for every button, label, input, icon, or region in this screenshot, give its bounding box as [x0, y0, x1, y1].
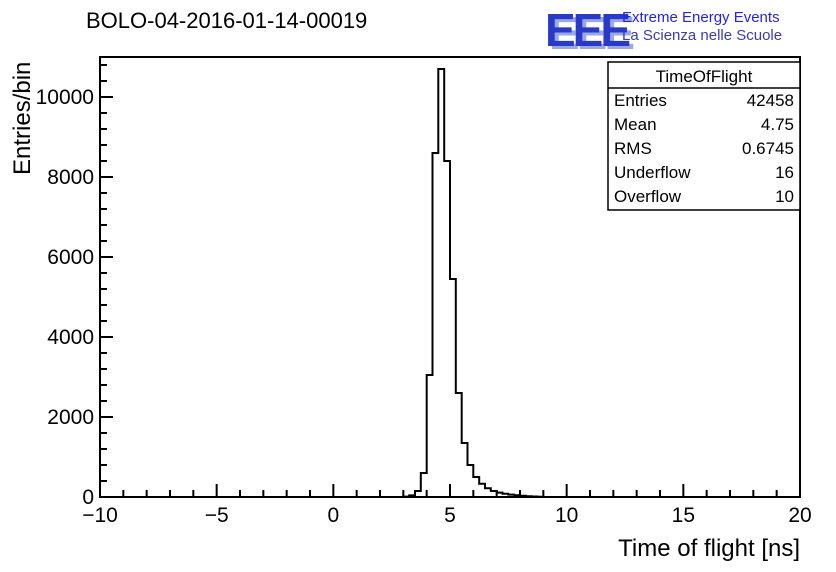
histogram-line	[402, 68, 545, 498]
x-tick-label: −5	[205, 504, 229, 527]
eee-logo-line2: La Scienza nelle Scuole	[622, 27, 782, 44]
y-tick-label: 8000	[47, 166, 94, 189]
stats-box: TimeOfFlight Entries 42458 Mean 4.75 RMS…	[607, 61, 801, 211]
stats-row-label: RMS	[614, 139, 652, 158]
x-axis-title: Time of flight [ns]	[618, 535, 800, 562]
x-tick-label: 20	[788, 504, 811, 527]
x-tick-label: 15	[672, 504, 695, 527]
eee-logo: EEE EEE Extreme Energy Events La Scienza…	[545, 4, 782, 59]
x-tick-label: −10	[82, 504, 118, 527]
stats-row: RMS 0.6745	[614, 139, 794, 158]
y-tick-label: 4000	[47, 326, 94, 349]
plot-title: BOLO-04-2016-01-14-00019	[86, 8, 367, 33]
axis-ticks	[99, 64, 801, 498]
stats-box-frame	[607, 61, 801, 211]
stats-row-label: Underflow	[614, 163, 691, 182]
eee-logo-letters: EEE	[545, 4, 629, 56]
stats-row-value: 0.6745	[742, 139, 794, 158]
stats-row-label: Entries	[614, 91, 667, 110]
stats-row: Mean 4.75	[614, 115, 794, 134]
stats-row: Underflow 16	[614, 163, 794, 182]
axis-tick-labels: −10 −5 0 5 10 15 20 0 2000 4000 6000 8000 10000	[36, 86, 812, 527]
x-tick-label: 10	[555, 504, 578, 527]
x-tick-label: 0	[327, 504, 339, 527]
y-tick-label: 10000	[36, 86, 94, 109]
stats-row: Entries 42458	[614, 91, 794, 110]
stats-header: TimeOfFlight	[656, 67, 753, 86]
eee-logo-line1: Extreme Energy Events	[622, 9, 780, 26]
y-tick-label: 2000	[47, 406, 94, 429]
x-tick-label: 5	[444, 504, 456, 527]
stats-row-value: 16	[775, 163, 794, 182]
stats-row-value: 42458	[747, 91, 794, 110]
eee-logo-shadow: EEE	[549, 7, 633, 59]
y-tick-label: 6000	[47, 246, 94, 269]
stats-row-value: 4.75	[761, 115, 794, 134]
y-axis-title: Entries/bin	[9, 62, 36, 175]
y-tick-label: 0	[82, 486, 94, 509]
stats-row-label: Mean	[614, 115, 657, 134]
stats-row-value: 10	[775, 187, 794, 206]
stats-row: Overflow 10	[614, 187, 794, 206]
stats-row-label: Overflow	[614, 187, 682, 206]
